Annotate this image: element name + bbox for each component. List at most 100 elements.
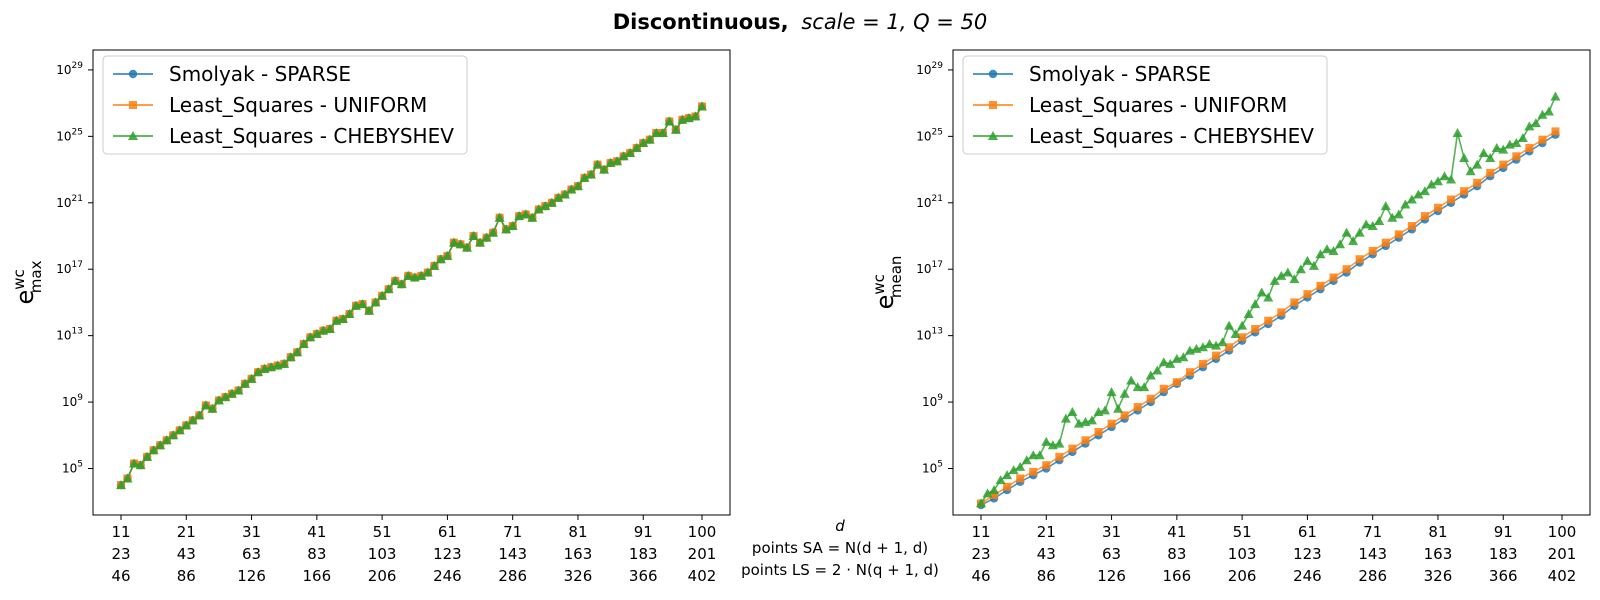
xtick-label: 51 — [1233, 523, 1252, 541]
series-chebyshev-point — [690, 111, 701, 121]
series-chebyshev-point — [298, 338, 309, 348]
series-chebyshev-point — [1537, 109, 1548, 119]
title-math: scale = 1, Q = 50 — [801, 10, 987, 34]
series-chebyshev-point — [377, 290, 388, 300]
series-uniform-point — [1460, 187, 1469, 196]
series-chebyshev-point — [651, 128, 662, 138]
series-chebyshev-point — [1145, 370, 1156, 380]
xtick-label: 81 — [1428, 523, 1447, 541]
legend-swatch-point — [988, 69, 998, 79]
ytick-label: 1029 — [916, 61, 943, 77]
series-chebyshev-point — [638, 138, 649, 147]
series-chebyshev-point — [1511, 138, 1522, 147]
legend-swatch-point — [988, 131, 998, 140]
series-chebyshev-point — [1204, 338, 1215, 348]
series-chebyshev-point — [989, 485, 1000, 495]
series-chebyshev-point — [1432, 176, 1443, 186]
xtick-label: 166 — [303, 567, 332, 585]
series-chebyshev-point — [1478, 147, 1489, 157]
xtick-label: 81 — [568, 523, 587, 541]
series-chebyshev-point — [540, 201, 551, 211]
xtick-label: 51 — [373, 523, 392, 541]
series-chebyshev-point — [1139, 382, 1150, 392]
series-chebyshev-point — [1439, 171, 1450, 181]
series-uniform-point — [1016, 474, 1025, 483]
series-chebyshev-point — [592, 159, 603, 169]
series-chebyshev-point — [1406, 194, 1417, 204]
xtick-label: 201 — [688, 545, 717, 563]
series-chebyshev-point — [1217, 337, 1228, 347]
series-chebyshev-point — [1472, 159, 1483, 169]
xtick-label: 206 — [1228, 567, 1257, 585]
xtick-label: 206 — [368, 567, 397, 585]
series-uniform-point — [1329, 273, 1338, 282]
series-chebyshev-point — [1178, 352, 1189, 362]
xtick-label: 402 — [1548, 567, 1577, 585]
series-uniform-point — [1407, 222, 1416, 231]
xtick-label: 163 — [564, 545, 593, 563]
ytick-label: 1013 — [916, 327, 943, 343]
series-chebyshev-point — [618, 151, 629, 161]
series-chebyshev-point — [161, 435, 172, 445]
series-chebyshev-point — [168, 430, 179, 440]
series-chebyshev-point — [292, 347, 303, 357]
series-chebyshev-point — [1100, 405, 1111, 415]
series-uniform-point — [1172, 378, 1181, 387]
series-chebyshev-point — [1054, 438, 1065, 448]
ytick-label: 109 — [62, 393, 83, 409]
ytick-label: 1017 — [56, 260, 83, 276]
series-chebyshev-point — [1367, 221, 1378, 231]
series-chebyshev-point — [520, 209, 531, 219]
xtick-label: 43 — [177, 545, 196, 563]
series-uniform-point — [1029, 467, 1038, 476]
series-chebyshev-point — [1550, 91, 1561, 101]
series-chebyshev-point — [1393, 209, 1404, 219]
xrow-label-d: d — [835, 517, 845, 535]
series-chebyshev-point — [1028, 450, 1039, 460]
ytick-label: 1029 — [56, 61, 83, 77]
series-chebyshev-point — [357, 299, 368, 309]
series-chebyshev — [976, 91, 1561, 508]
series-chebyshev-point — [1361, 219, 1372, 229]
series-chebyshev-point — [995, 475, 1006, 485]
ytick-label: 105 — [62, 460, 83, 476]
series-chebyshev-point — [631, 142, 642, 152]
series-chebyshev-point — [142, 451, 153, 461]
xtick-label: 126 — [237, 567, 266, 585]
xtick-label: 71 — [503, 523, 522, 541]
series-chebyshev-point — [579, 172, 590, 182]
series-chebyshev-point — [370, 297, 381, 307]
series-chebyshev-point — [305, 332, 316, 342]
series-chebyshev-point — [1113, 403, 1124, 413]
series-uniform-point — [1381, 238, 1390, 247]
xtick-label: 11 — [971, 523, 990, 541]
series-chebyshev-point — [442, 250, 453, 260]
series-uniform-point — [1551, 127, 1560, 136]
xtick-label: 126 — [1097, 567, 1126, 585]
series-chebyshev-point — [344, 309, 355, 319]
series-chebyshev-point — [1335, 239, 1346, 249]
series-chebyshev-point — [396, 279, 407, 289]
legend: Smolyak - SPARSE Least_Squares - UNIFORM L… — [962, 55, 1328, 155]
series-chebyshev-point — [1021, 455, 1032, 465]
xtick-label: 23 — [971, 545, 990, 563]
xtick-label: 366 — [1489, 567, 1518, 585]
xtick-label: 246 — [1293, 567, 1322, 585]
series-chebyshev-point — [207, 403, 218, 413]
series-chebyshev-point — [1485, 152, 1496, 162]
legend-box — [962, 55, 1328, 155]
xtick-label: 100 — [688, 523, 717, 541]
series-uniform-point — [1225, 343, 1234, 352]
series-chebyshev-point — [670, 124, 681, 134]
legend-swatch-point — [128, 69, 138, 79]
series-uniform-point — [1146, 394, 1155, 403]
xtick-label: 61 — [438, 523, 457, 541]
series-chebyshev-point — [481, 232, 492, 242]
series-chebyshev-point — [1197, 342, 1208, 352]
series-uniform-point — [1120, 411, 1129, 420]
series-chebyshev-point — [1041, 436, 1052, 446]
series-chebyshev-point — [200, 400, 211, 410]
legend-entry-label: Smolyak - SPARSE — [1029, 62, 1211, 86]
series-chebyshev-point — [559, 189, 570, 199]
xrow-label-sa: points SA = N(d + 1, d) — [752, 539, 928, 557]
